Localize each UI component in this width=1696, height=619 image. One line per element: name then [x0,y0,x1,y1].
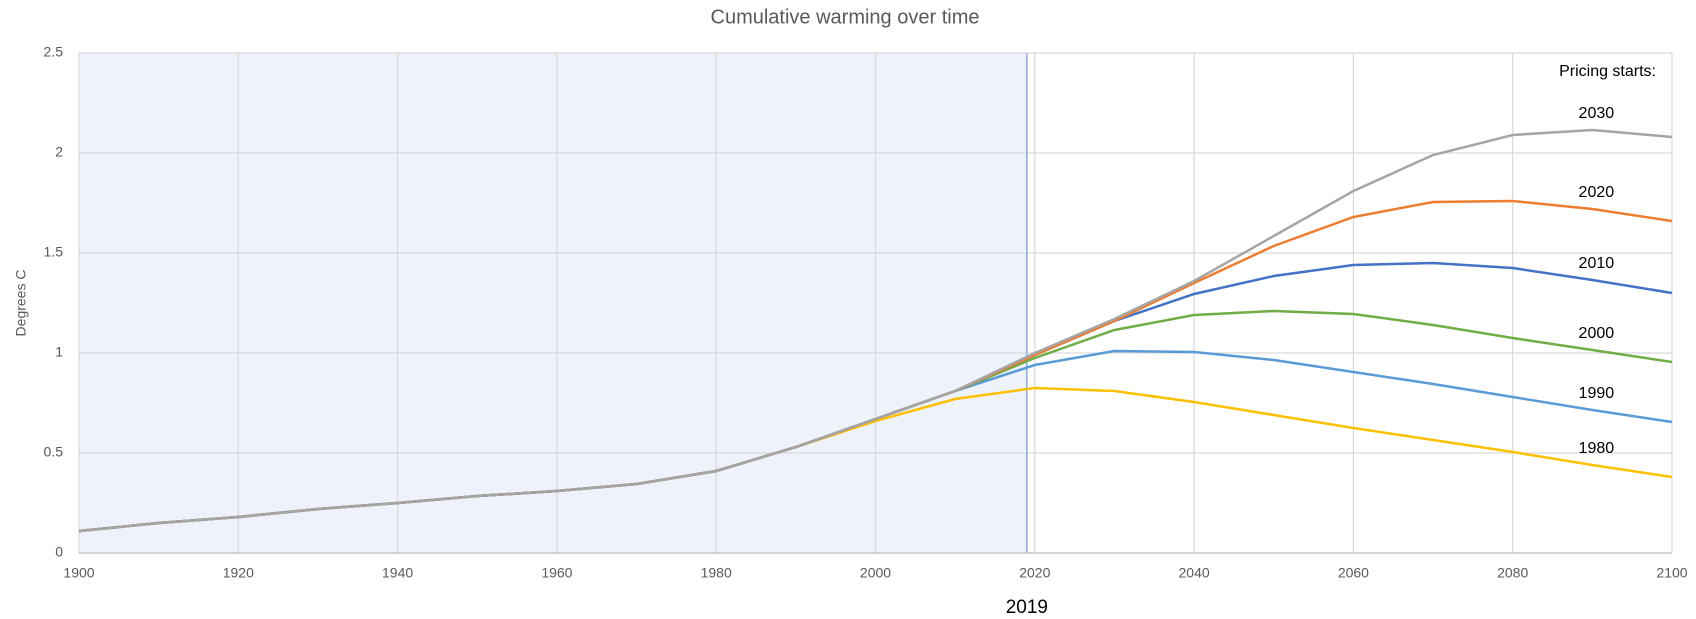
series-line [78,128,1673,533]
marker-label: 2019 [1006,597,1048,618]
y-tick-label: 2 [55,144,63,160]
series-label: 2000 [1579,325,1615,342]
y-axis-label: Degrees C [13,270,29,337]
series-label: 1990 [1579,385,1615,402]
y-tick-label: 1 [55,344,63,360]
y-tick-label: 1.5 [44,244,64,260]
x-tick-label: 2000 [860,565,891,581]
x-tick-label: 2040 [1179,565,1210,581]
x-tick-label: 2100 [1656,565,1687,581]
x-tick-label: 2020 [1019,565,1050,581]
x-tick-label: 2060 [1338,565,1369,581]
x-tick-label: 1960 [541,565,572,581]
series-label: 2010 [1579,255,1615,272]
x-tick-label: 2080 [1497,565,1528,581]
x-tick-label: 1940 [382,565,413,581]
series-label: 1980 [1579,440,1615,457]
y-tick-label: 0.5 [44,444,64,460]
x-tick-label: 1980 [701,565,732,581]
history-shade [79,53,1027,553]
series-label: 2030 [1579,105,1615,122]
y-tick-label: 2.5 [44,44,64,60]
y-tick-label: 0 [55,544,63,560]
annotation: Pricing starts: [1559,63,1656,80]
series-label: 2020 [1579,184,1615,201]
x-tick-label: 1920 [223,565,254,581]
chart-title: Cumulative warming over time [711,6,980,28]
x-tick-label: 1900 [63,565,94,581]
